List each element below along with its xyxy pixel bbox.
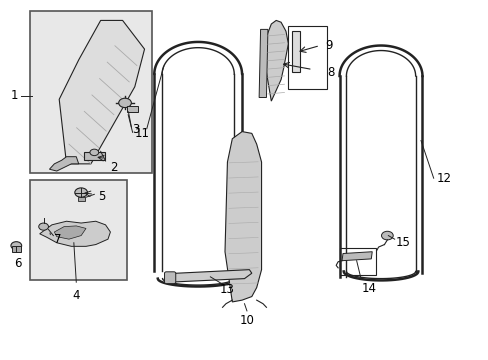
Polygon shape <box>54 226 86 239</box>
Text: 14: 14 <box>361 282 376 295</box>
Text: 11: 11 <box>134 127 149 140</box>
Polygon shape <box>59 21 144 164</box>
Polygon shape <box>264 21 288 101</box>
FancyBboxPatch shape <box>83 152 105 160</box>
Polygon shape <box>292 31 300 72</box>
Text: 9: 9 <box>325 39 332 52</box>
Circle shape <box>119 98 131 108</box>
Circle shape <box>11 242 21 249</box>
FancyBboxPatch shape <box>30 12 152 173</box>
Circle shape <box>381 231 392 240</box>
Text: 15: 15 <box>395 236 410 249</box>
Text: 12: 12 <box>436 172 451 185</box>
Polygon shape <box>40 221 110 246</box>
FancyBboxPatch shape <box>12 246 20 252</box>
Polygon shape <box>259 30 267 98</box>
Circle shape <box>90 149 99 156</box>
Text: 5: 5 <box>98 190 105 203</box>
Polygon shape <box>341 252 371 261</box>
Polygon shape <box>49 157 79 171</box>
Text: 2: 2 <box>110 161 118 174</box>
Circle shape <box>39 223 48 230</box>
Text: 3: 3 <box>132 123 140 136</box>
FancyBboxPatch shape <box>30 180 127 280</box>
FancyBboxPatch shape <box>164 272 175 284</box>
FancyBboxPatch shape <box>127 107 138 112</box>
Text: 13: 13 <box>220 283 235 296</box>
Text: 10: 10 <box>239 315 254 328</box>
Text: 4: 4 <box>72 289 80 302</box>
Text: 6: 6 <box>14 257 21 270</box>
Text: 1: 1 <box>10 89 18 102</box>
Text: 8: 8 <box>327 66 334 79</box>
Circle shape <box>75 188 87 197</box>
Polygon shape <box>168 270 251 282</box>
Polygon shape <box>224 132 261 302</box>
FancyBboxPatch shape <box>78 197 84 201</box>
Text: 7: 7 <box>54 233 61 246</box>
